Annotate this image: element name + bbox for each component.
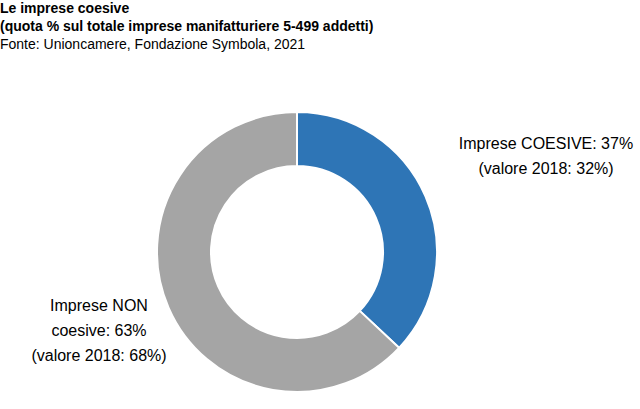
title: Le imprese coesive [0,0,129,16]
label-line: Imprese NON [50,297,148,314]
slice [157,112,399,392]
label-2018: (valore 2018: 32%) [478,160,613,177]
label-line: coesive: 63% [51,322,146,339]
chart: Le imprese coesive (quota % sul totale im… [0,0,640,409]
slice [297,112,437,348]
donut [157,112,437,392]
label-line: Imprese COESIVE: 37% [459,135,633,152]
label-2018: (valore 2018: 68%) [31,347,166,364]
data-label: Imprese COESIVE: 37% [459,135,633,152]
source: Fonte: Unioncamere, Fondazione Symbola, … [0,36,305,52]
data-label: Imprese NON coesive: 63% [50,297,148,339]
subtitle: (quota % sul totale imprese manifatturie… [0,18,373,34]
